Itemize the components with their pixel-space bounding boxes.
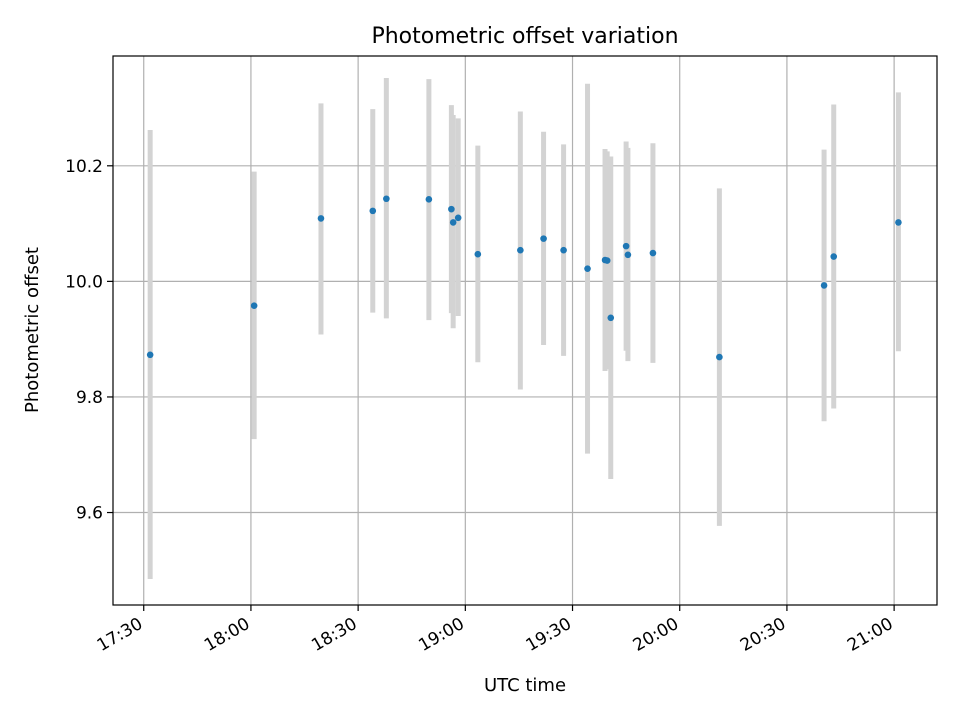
y-axis-ticks: 9.6 9.8 10.0 10.2 xyxy=(65,157,113,524)
data-point xyxy=(622,242,630,250)
data-point xyxy=(716,353,723,361)
data-point xyxy=(454,214,462,222)
grid-lines xyxy=(113,56,937,605)
data-point xyxy=(449,219,457,226)
data-point xyxy=(560,246,567,254)
y-axis-label: Photometric offset xyxy=(22,247,43,413)
data-point xyxy=(474,250,482,258)
plot-area-frame xyxy=(112,55,938,606)
data-point xyxy=(649,249,657,257)
y-tick-label: 10.0 xyxy=(65,272,103,292)
data-point xyxy=(603,257,611,264)
y-tick-label: 10.2 xyxy=(65,157,103,177)
data-point xyxy=(540,235,547,242)
data-point xyxy=(895,219,902,226)
y-tick-label: 9.6 xyxy=(76,504,103,524)
data-point xyxy=(369,207,377,215)
data-point xyxy=(820,282,828,289)
x-axis-label: UTC time xyxy=(484,675,566,696)
data-point xyxy=(317,215,325,222)
data-point xyxy=(448,205,455,213)
data-point xyxy=(624,251,632,259)
data-point xyxy=(146,351,154,359)
data-point xyxy=(425,196,433,203)
data-point xyxy=(517,246,524,254)
data-point xyxy=(250,302,258,309)
data-point xyxy=(584,265,591,272)
data-points xyxy=(146,195,902,361)
data-point xyxy=(607,314,615,322)
chart-title: Photometric offset variation xyxy=(371,24,678,49)
y-tick-label: 9.8 xyxy=(76,388,103,408)
data-point xyxy=(383,195,390,203)
data-point xyxy=(830,253,838,260)
